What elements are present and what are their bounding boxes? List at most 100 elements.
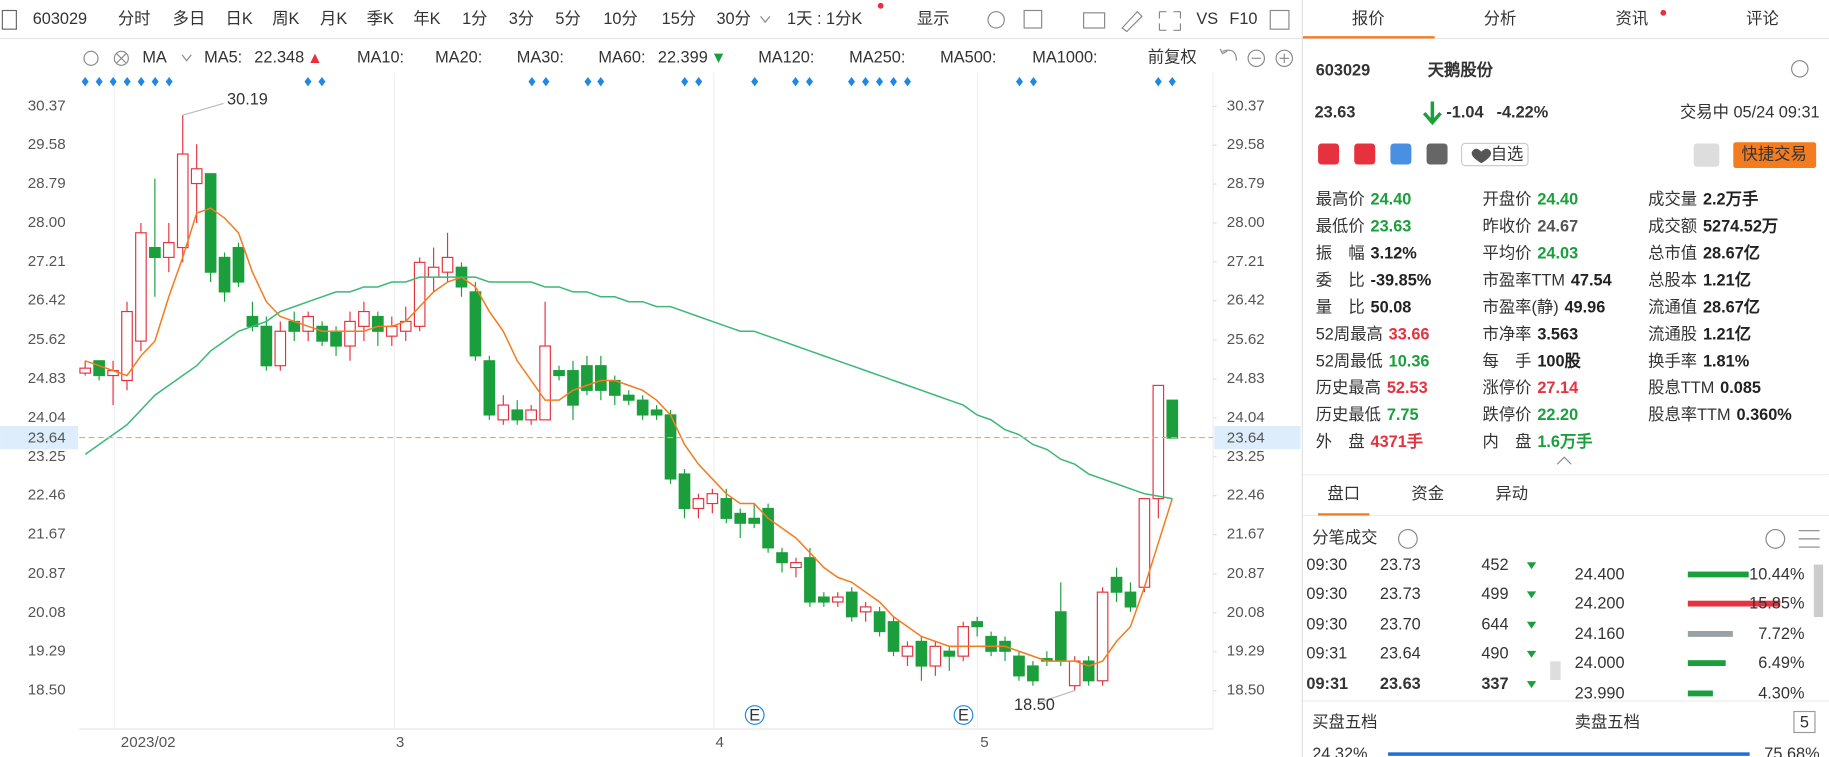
event-marker[interactable]	[862, 76, 870, 87]
quote-change: -1.04	[1446, 103, 1483, 121]
page-box[interactable]	[1793, 710, 1816, 734]
vs-button[interactable]: VS	[1196, 10, 1218, 28]
period-tab[interactable]: 分时	[118, 10, 151, 28]
info-icon[interactable]	[1397, 528, 1418, 549]
event-marker[interactable]	[695, 76, 703, 87]
event-marker[interactable]	[904, 76, 912, 87]
ma-dropdown[interactable]	[181, 54, 192, 62]
undo-icon[interactable]	[1219, 48, 1238, 61]
event-marker[interactable]	[137, 76, 145, 87]
badge-icon[interactable]	[1318, 143, 1340, 165]
quote-tab[interactable]: 资讯	[1616, 10, 1649, 28]
period-tab[interactable]: 周K	[272, 10, 299, 28]
badge-icon[interactable]	[1354, 143, 1376, 165]
more-icon[interactable]	[1765, 528, 1786, 549]
period-tab[interactable]: 年K	[413, 10, 440, 28]
period-tab[interactable]: 15分	[662, 10, 696, 28]
period-dropdown[interactable]	[760, 15, 771, 24]
bell-button[interactable]	[1693, 143, 1720, 167]
event-marker[interactable]	[1168, 76, 1176, 87]
period-tab[interactable]: 5分	[555, 10, 580, 28]
box-icon[interactable]	[1023, 9, 1043, 29]
ma-line	[84, 207, 1173, 667]
event-marker[interactable]	[528, 76, 536, 87]
event-marker[interactable]	[584, 76, 592, 87]
settings-icon[interactable]	[83, 50, 99, 66]
sub-tab[interactable]: 异动	[1495, 485, 1528, 503]
close-icon[interactable]	[113, 50, 129, 66]
quote-tab[interactable]: 评论	[1746, 10, 1779, 28]
period-tab[interactable]: 3分	[509, 10, 534, 28]
event-marker[interactable]	[165, 76, 173, 87]
candle-body	[692, 498, 705, 510]
sub-tab[interactable]: 资金	[1411, 485, 1444, 503]
quote-tab[interactable]: 分析	[1484, 10, 1517, 28]
event-marker[interactable]	[890, 76, 898, 87]
stat: 股息率TTM 0.360%	[1648, 406, 1792, 424]
trade-time: 09:30	[1306, 556, 1347, 574]
f10-button[interactable]: F10	[1229, 10, 1257, 28]
trade-button[interactable]	[1733, 142, 1817, 168]
event-marker[interactable]	[681, 76, 689, 87]
candle-body	[595, 365, 607, 391]
trade-label[interactable]: 快捷交易	[1742, 145, 1807, 163]
quote-tab[interactable]: 报价	[1352, 10, 1385, 28]
period-tab[interactable]: 多日	[173, 10, 206, 28]
stat-label: 股息TTM	[1648, 380, 1714, 398]
period-tab[interactable]: 10分	[603, 10, 637, 28]
pen-icon[interactable]	[1121, 10, 1143, 33]
badge-icon[interactable]	[1390, 143, 1412, 165]
event-marker[interactable]	[123, 76, 131, 87]
event-marker[interactable]	[597, 76, 605, 87]
period-tab[interactable]: 日K	[226, 10, 253, 28]
trade-time: 09:30	[1306, 585, 1347, 603]
y-tick-label-right: 23.25	[1227, 448, 1265, 465]
badge-icon[interactable]	[1426, 143, 1448, 165]
interval-select[interactable]: 1天 : 1分K	[787, 10, 862, 28]
candle-body	[831, 596, 844, 603]
stat-label: 内 盘	[1483, 432, 1532, 451]
event-marker[interactable]	[1015, 76, 1023, 87]
stat-label: 市净率	[1483, 326, 1532, 344]
gear-icon[interactable]	[987, 11, 1005, 29]
event-marker[interactable]	[1029, 76, 1037, 87]
candle-body	[818, 596, 830, 603]
period-tab[interactable]: 1分	[462, 10, 487, 28]
event-marker[interactable]	[876, 76, 884, 87]
adjust-select[interactable]: 前复权	[1148, 49, 1197, 67]
fullscreen-icon[interactable]	[1158, 11, 1182, 31]
e-marker[interactable]	[953, 705, 974, 725]
period-tab[interactable]: 季K	[367, 10, 394, 28]
event-marker[interactable]	[318, 76, 326, 87]
scrollbar[interactable]	[1813, 564, 1824, 618]
zoom-out[interactable]	[1247, 49, 1266, 68]
stat-value: 4371手	[1371, 432, 1424, 451]
event-marker[interactable]	[806, 76, 814, 87]
camera-icon[interactable]	[1083, 12, 1106, 29]
quote-settings[interactable]	[1791, 60, 1809, 78]
sidebar-icon[interactable]	[1, 9, 17, 30]
panel-icon[interactable]	[1269, 9, 1290, 30]
list-icon[interactable]	[1798, 530, 1820, 548]
collapse-caret[interactable]	[1556, 456, 1572, 465]
zoom-in[interactable]	[1275, 49, 1293, 68]
stat-label: 每 手	[1483, 353, 1532, 371]
e-marker[interactable]	[744, 705, 765, 725]
period-tab[interactable]: 月K	[320, 10, 347, 28]
event-marker[interactable]	[542, 76, 550, 87]
event-marker[interactable]	[848, 76, 856, 87]
event-marker[interactable]	[751, 76, 759, 87]
period-tab[interactable]: 30分	[716, 10, 750, 28]
event-marker[interactable]	[151, 76, 159, 87]
e-marker-glyph: E	[749, 706, 760, 724]
sub-tab[interactable]: 盘口	[1327, 484, 1360, 503]
display-button[interactable]: 显示	[917, 10, 950, 28]
event-marker[interactable]	[792, 76, 800, 87]
candle-body	[441, 256, 454, 273]
event-marker[interactable]	[1154, 76, 1162, 87]
watch-label[interactable]: 自选	[1491, 145, 1524, 163]
event-marker[interactable]	[304, 76, 312, 87]
level-bar	[1687, 600, 1781, 607]
candle-body	[316, 325, 328, 342]
